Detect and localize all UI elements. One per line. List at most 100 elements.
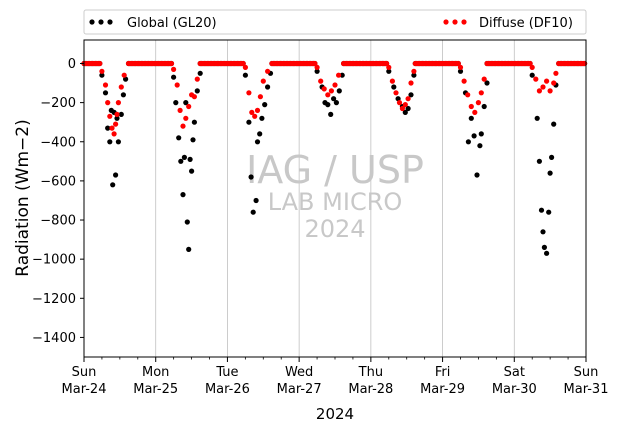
x-tick-date: Mar-30 (492, 382, 537, 397)
data-point (265, 84, 271, 90)
data-point (314, 68, 320, 74)
data-point (249, 109, 255, 115)
data-point (478, 131, 484, 137)
data-point (186, 246, 192, 252)
data-point (551, 121, 557, 127)
data-point (389, 78, 395, 84)
data-point (536, 158, 543, 164)
data-point (533, 76, 539, 82)
y-tick-label: −200 (40, 96, 76, 111)
data-point (109, 125, 115, 131)
y-tick-label: −1400 (32, 331, 76, 346)
data-point (121, 72, 127, 78)
data-point (257, 94, 263, 100)
data-point (240, 60, 246, 67)
data-point (110, 182, 116, 188)
data-point (260, 78, 266, 84)
data-point (411, 68, 417, 74)
data-point (547, 170, 553, 176)
data-point (546, 209, 552, 215)
data-point (328, 88, 334, 94)
data-point (120, 92, 126, 98)
data-point (194, 76, 200, 82)
x-axis-label: 2024 (316, 405, 354, 423)
x-tick-day: Sat (504, 365, 525, 380)
legend: Global (GL20) Diffuse (DF10) (83, 9, 587, 35)
data-point (475, 100, 481, 106)
data-point (465, 139, 471, 145)
x-tick-date: Mar-27 (277, 382, 322, 397)
data-point (331, 96, 337, 102)
series-1 (81, 60, 588, 137)
y-tick-label: −400 (40, 135, 76, 150)
data-point (107, 139, 113, 145)
data-point (457, 68, 464, 74)
legend-marker (452, 19, 458, 25)
data-point (547, 88, 553, 94)
data-point (405, 96, 411, 102)
legend-marker (443, 19, 449, 25)
data-point (113, 172, 119, 178)
data-point (181, 154, 187, 160)
legend-marker (461, 19, 467, 25)
data-point (538, 207, 545, 213)
watermark-line-1: IAG / USP (246, 148, 424, 192)
legend-marker (98, 19, 104, 25)
data-point (189, 168, 195, 174)
data-point (336, 88, 342, 94)
data-point (481, 76, 487, 82)
gridlines (155, 40, 515, 357)
x-tick-day: Sun (72, 365, 97, 380)
y-tick-label: −1000 (32, 253, 76, 268)
data-point (115, 139, 121, 145)
x-tick-day: Thu (358, 365, 383, 380)
data-point (544, 250, 550, 256)
data-point (408, 92, 414, 98)
data-point (553, 70, 559, 76)
data-point (105, 100, 111, 106)
data-point (102, 90, 109, 96)
data-point (551, 80, 557, 86)
data-point (250, 209, 256, 215)
data-point (99, 72, 105, 78)
data-point (107, 113, 113, 119)
y-axis: 0 −200 −400 −600 −800 −1000 −1200 −1400 (32, 57, 84, 346)
data-point (393, 90, 399, 96)
x-tick-date: Mar-29 (420, 382, 465, 397)
data-point (186, 103, 192, 110)
data-point (325, 92, 331, 98)
data-point (187, 156, 193, 162)
data-point (339, 72, 345, 78)
data-point (534, 115, 540, 121)
data-point (328, 111, 334, 117)
data-point (468, 103, 474, 110)
data-point (180, 123, 186, 129)
data-point (544, 78, 550, 84)
data-point (402, 102, 408, 108)
data-point (257, 131, 263, 137)
legend-label-diffuse: Diffuse (DF10) (479, 16, 573, 31)
data-point (471, 133, 477, 139)
data-point (402, 109, 408, 115)
data-point (173, 100, 179, 106)
watermark: IAG / USP LAB MICRO 2024 (246, 148, 424, 243)
data-point (457, 64, 464, 70)
x-tick-day: Wed (285, 365, 313, 380)
legend-frame (83, 9, 587, 35)
y-tick-label: −800 (40, 214, 76, 229)
data-point (314, 64, 320, 70)
data-point (168, 60, 175, 67)
watermark-line-3: 2024 (304, 215, 365, 243)
data-point (259, 115, 265, 121)
x-tick-day: Fri (435, 365, 451, 380)
data-point (177, 107, 183, 113)
data-point (321, 86, 327, 92)
data-point (318, 78, 324, 84)
data-point (455, 60, 461, 67)
data-point (97, 60, 103, 67)
y-axis-label: Radiation (Wm−2) (13, 119, 33, 276)
x-tick-date: Mar-24 (62, 382, 107, 397)
data-point (411, 72, 417, 78)
